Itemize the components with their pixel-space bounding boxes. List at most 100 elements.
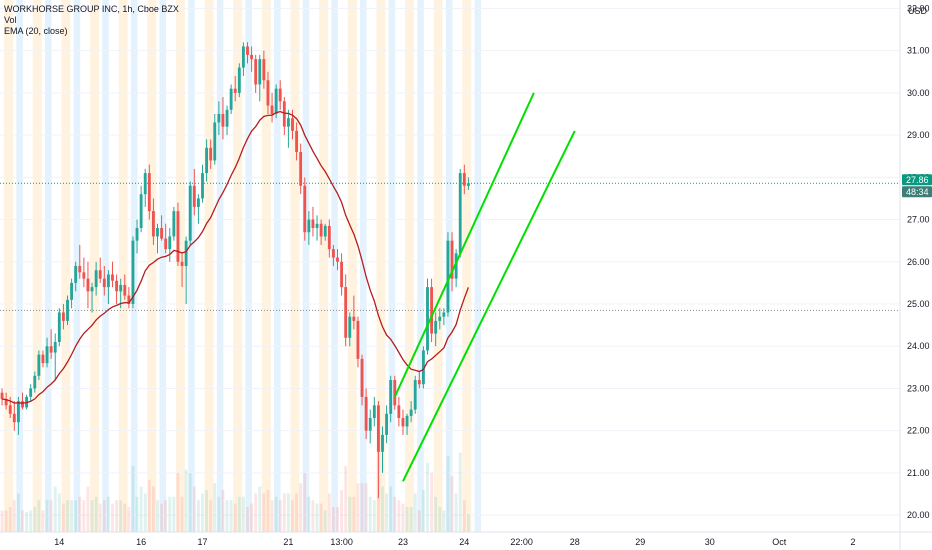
volume-bar bbox=[151, 486, 155, 532]
volume-bar bbox=[315, 503, 319, 532]
volume-bar bbox=[127, 507, 131, 532]
price-axis[interactable]: 20.00 21.00 22.00 23.00 24.00 25.00 26.00 27.00… bbox=[907, 3, 930, 520]
volume-bar bbox=[299, 483, 303, 532]
candle-body bbox=[4, 399, 8, 406]
grid-lines bbox=[0, 7, 900, 516]
vol-indicator-label[interactable]: Vol bbox=[4, 15, 17, 25]
post-market-band bbox=[331, 0, 338, 532]
volume-bar bbox=[303, 473, 307, 532]
volume-bar bbox=[70, 500, 74, 532]
candle-body bbox=[466, 183, 470, 186]
volume-bar bbox=[430, 473, 434, 532]
current-price-value: 27.86 bbox=[906, 175, 929, 185]
candle-body bbox=[462, 173, 466, 186]
candle-body bbox=[119, 285, 123, 292]
pre-market-band bbox=[290, 0, 300, 532]
volume-bar bbox=[45, 500, 49, 532]
post-market-band bbox=[274, 0, 281, 532]
y-tick-label: 26.00 bbox=[907, 257, 930, 267]
volume-bar bbox=[348, 496, 352, 532]
candle-body bbox=[151, 211, 155, 237]
candle-body bbox=[164, 238, 168, 250]
candle-body bbox=[446, 240, 450, 313]
volume-bar bbox=[446, 456, 450, 532]
y-tick-label: 29.00 bbox=[907, 130, 930, 140]
candle-body bbox=[217, 114, 221, 123]
candle-body bbox=[49, 346, 53, 353]
candle-body bbox=[401, 418, 405, 427]
x-tick-label: 17 bbox=[197, 537, 207, 547]
candle-body bbox=[352, 316, 356, 321]
candle-body bbox=[254, 59, 258, 85]
x-tick-label: 22:00 bbox=[510, 537, 533, 547]
pre-market-band bbox=[175, 0, 185, 532]
candle-body bbox=[70, 282, 74, 300]
candle-body bbox=[409, 409, 413, 416]
volume-bar bbox=[225, 500, 229, 532]
ema-indicator-label[interactable]: EMA (20, close) bbox=[4, 26, 68, 36]
x-tick-label: 30 bbox=[705, 537, 715, 547]
pre-market-band bbox=[4, 0, 14, 532]
pre-market-band bbox=[376, 0, 386, 532]
volume-bar bbox=[106, 496, 110, 532]
candle-body bbox=[201, 173, 204, 199]
candle-body bbox=[282, 101, 286, 127]
y-tick-label: 31.00 bbox=[907, 46, 930, 56]
candle-body bbox=[327, 225, 331, 250]
candle-body bbox=[86, 278, 90, 292]
symbol-title[interactable]: WORKHORSE GROUP INC, 1h, Cboe BZX bbox=[4, 4, 179, 14]
volume-bar bbox=[196, 500, 200, 532]
y-tick-label: 21.00 bbox=[907, 468, 930, 478]
candle-body bbox=[295, 130, 299, 152]
candle-body bbox=[160, 228, 164, 239]
volume-bar bbox=[86, 486, 90, 532]
candle-body bbox=[139, 194, 143, 228]
candle-body bbox=[176, 211, 180, 262]
candle-body bbox=[360, 358, 364, 397]
volume-bar bbox=[12, 500, 16, 532]
volume-bar bbox=[147, 479, 151, 532]
volume-bar bbox=[458, 452, 462, 532]
volume-bar bbox=[254, 493, 258, 532]
volume-bar bbox=[176, 473, 180, 532]
volume-bar bbox=[258, 486, 262, 532]
volume-bar bbox=[434, 496, 438, 532]
volume-bar bbox=[409, 507, 413, 532]
candle-body bbox=[450, 240, 454, 279]
volume-bar bbox=[389, 486, 393, 532]
candle-body bbox=[29, 388, 33, 397]
countdown-tag-bg bbox=[902, 186, 932, 198]
volume-bar bbox=[344, 466, 348, 532]
volume-bar bbox=[442, 510, 446, 532]
ema-line bbox=[1, 110, 470, 404]
time-axis[interactable]: 14 16 17 21 13:00 23 24 22:00 28 29 30 Oct 2 bbox=[54, 537, 855, 547]
volume-bar bbox=[57, 493, 61, 532]
y-tick-label: 25.00 bbox=[907, 299, 930, 309]
candle-body bbox=[405, 415, 409, 427]
channel-lines[interactable] bbox=[393, 92, 576, 482]
candle-body bbox=[131, 240, 135, 304]
candle-body bbox=[106, 274, 110, 288]
candle-body bbox=[397, 405, 401, 418]
candle-body bbox=[127, 295, 131, 304]
volume-bar bbox=[250, 503, 254, 532]
pre-market-band bbox=[147, 0, 157, 532]
volume-bar bbox=[246, 507, 249, 532]
volume-bar bbox=[201, 493, 204, 532]
volume-bar bbox=[401, 503, 405, 532]
candle-body bbox=[21, 401, 24, 408]
y-tick-label: 32.00 bbox=[907, 3, 930, 13]
volume-bar bbox=[286, 493, 290, 532]
pre-market-band bbox=[462, 0, 472, 532]
candle-body bbox=[299, 152, 303, 186]
channel-line bbox=[393, 92, 535, 398]
candle-body bbox=[454, 253, 458, 279]
candle-body bbox=[340, 261, 344, 288]
candle-body bbox=[111, 274, 114, 281]
post-market-band bbox=[188, 0, 195, 532]
volume-bar bbox=[438, 507, 442, 532]
volume-bar bbox=[413, 493, 417, 532]
volume-bar bbox=[33, 507, 37, 532]
volume-bar bbox=[184, 469, 188, 532]
